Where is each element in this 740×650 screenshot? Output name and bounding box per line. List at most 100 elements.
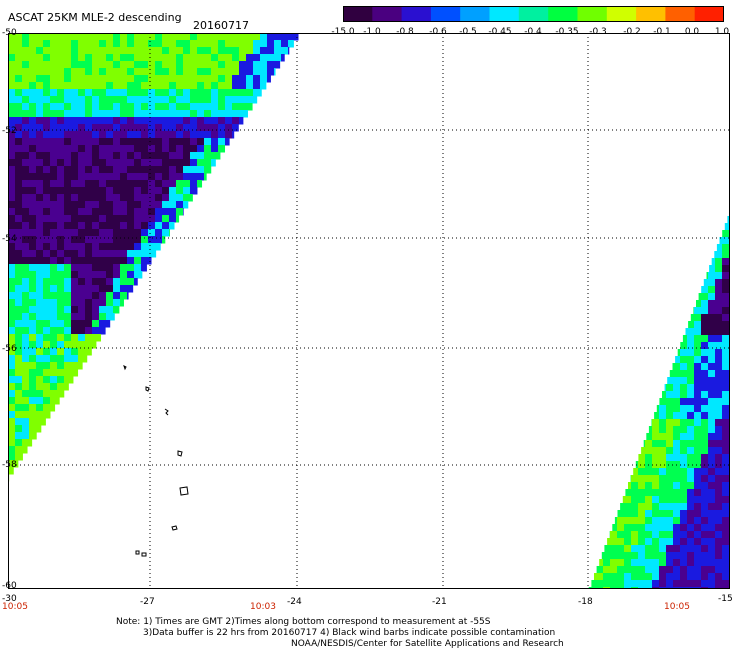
swath-cell <box>50 390 58 398</box>
swath-cell <box>148 208 156 216</box>
swath-cell <box>680 468 688 476</box>
swath-cell <box>64 278 72 286</box>
swath-cell <box>134 215 142 223</box>
swath-cell <box>8 313 16 321</box>
swath-cell <box>85 117 93 125</box>
swath-cell <box>638 461 646 469</box>
swath-cell <box>50 54 58 62</box>
swath-cell <box>183 68 191 76</box>
swath-cell <box>57 103 65 111</box>
swath-cell <box>225 110 233 118</box>
swath-cell <box>673 531 681 539</box>
swath-cell <box>78 313 86 321</box>
swath-cell <box>722 307 730 315</box>
swath-cell <box>652 580 660 588</box>
swath-cell <box>113 285 121 293</box>
swath-cell <box>176 96 184 104</box>
swath-cell <box>22 320 30 328</box>
swath-cell <box>708 398 716 406</box>
swath-cell <box>624 580 632 588</box>
swath-cell <box>120 75 128 83</box>
swath-cell <box>162 159 170 167</box>
swath-cell <box>680 566 688 574</box>
swath-cell <box>211 131 219 139</box>
swath-cell <box>148 194 156 202</box>
swath-cell <box>694 538 702 546</box>
swath-cell <box>120 145 128 153</box>
swath-cell <box>239 96 247 104</box>
swath-cell <box>85 173 93 181</box>
swath-cell <box>15 124 23 132</box>
swath-cell <box>645 447 653 455</box>
swath-cell <box>162 61 170 69</box>
swath-cell <box>701 475 709 483</box>
swath-cell <box>218 68 226 76</box>
swath-cell <box>15 222 23 230</box>
swath-cell <box>36 313 44 321</box>
swath-cell <box>78 306 86 314</box>
swath-cell <box>211 124 219 132</box>
swath-cell <box>197 173 205 181</box>
swath-cell <box>64 334 72 342</box>
swath-cell <box>701 503 709 511</box>
swath-cell <box>624 538 632 546</box>
swath-cell <box>162 103 170 111</box>
swath-cell <box>15 257 23 265</box>
swath-cell <box>64 306 72 314</box>
swath-cell <box>680 475 688 483</box>
swath-cell <box>638 552 646 560</box>
swath-cell <box>43 313 51 321</box>
swath-cell <box>106 61 114 69</box>
swath-cell <box>78 96 86 104</box>
swath-cell <box>99 278 107 286</box>
swath-cell <box>645 580 653 588</box>
swath-cell <box>29 390 37 398</box>
swath-cell <box>99 54 107 62</box>
swath-cell <box>8 166 16 174</box>
swath-cell <box>715 454 723 462</box>
swath-cell <box>708 307 716 315</box>
swath-cell <box>715 419 723 427</box>
swath-cell <box>29 271 37 279</box>
swath-cell <box>176 61 184 69</box>
swath-cell <box>113 54 121 62</box>
swath-cell <box>638 496 646 504</box>
swath-cell <box>722 454 730 462</box>
swath-cell <box>15 152 23 160</box>
swath-cell <box>8 383 16 391</box>
swath-cell <box>57 341 65 349</box>
swath-cell <box>694 482 702 490</box>
swath-cell <box>711 258 716 266</box>
swath-cell <box>694 328 702 336</box>
swath-cell <box>78 257 86 265</box>
swath-cell <box>295 33 299 41</box>
swath-cell <box>92 159 100 167</box>
swath-cell <box>708 342 716 350</box>
swath-cell <box>141 257 149 265</box>
swath-cell <box>624 552 632 560</box>
swath-cell <box>162 40 170 48</box>
swath-cell <box>29 131 37 139</box>
colorbar-segment <box>460 6 491 22</box>
swath-cell <box>673 580 681 588</box>
swath-cell <box>169 82 177 90</box>
swath-cell <box>64 47 72 55</box>
swath-cell <box>659 566 667 574</box>
swath-cell <box>715 377 723 385</box>
swath-cell <box>57 33 65 41</box>
swath-cell <box>716 244 723 252</box>
swath-cell <box>260 82 267 90</box>
swath-cell <box>246 89 254 97</box>
swath-cell <box>715 426 723 434</box>
swath-cell <box>29 89 37 97</box>
swath-cell <box>708 573 716 581</box>
swath-cell <box>631 503 639 511</box>
swath-cell <box>204 54 212 62</box>
swath-cell <box>71 124 79 132</box>
swath-cell <box>687 370 695 378</box>
swath-cell <box>57 145 65 153</box>
swath-cell <box>64 348 72 356</box>
swath-cell <box>190 145 198 153</box>
swath-cell <box>687 391 695 399</box>
swath-cell <box>22 313 30 321</box>
